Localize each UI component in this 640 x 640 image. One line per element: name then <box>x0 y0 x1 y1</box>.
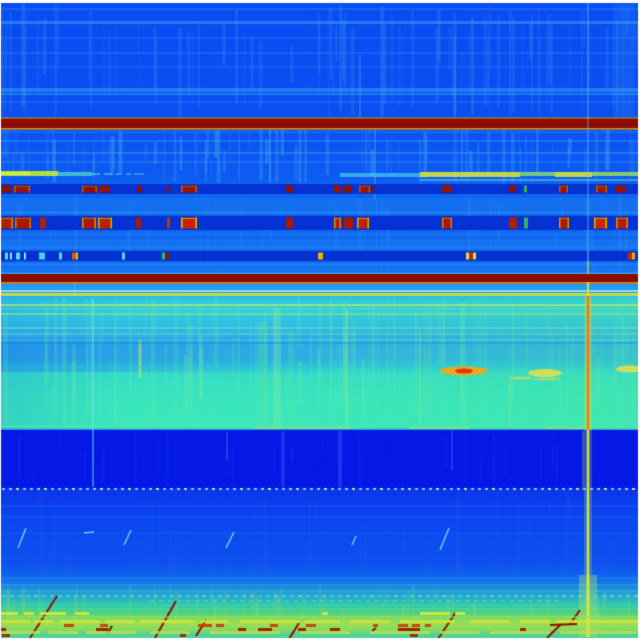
spectrogram-viewport <box>0 0 640 640</box>
spectrogram-heatmap <box>0 0 640 640</box>
